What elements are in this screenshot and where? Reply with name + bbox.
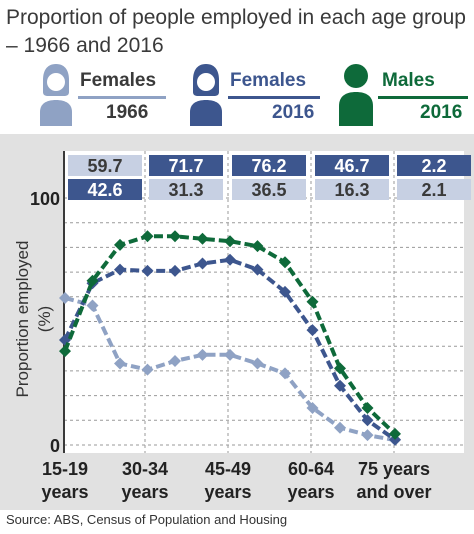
data-point xyxy=(59,292,71,305)
data-point xyxy=(251,357,264,370)
legend-item-females-1966: Females 1966 xyxy=(36,62,168,126)
x-tick-label: 45-49 xyxy=(205,459,251,479)
male-person-icon xyxy=(339,64,373,126)
legend-label-2: 2016 xyxy=(272,102,315,123)
x-tick-label: years xyxy=(204,482,251,502)
data-point xyxy=(224,348,236,361)
data-point xyxy=(114,357,126,370)
legend-line xyxy=(378,96,468,99)
data-point xyxy=(86,299,99,312)
plot-area xyxy=(64,151,464,453)
data-point xyxy=(224,253,236,266)
data-point xyxy=(114,238,126,251)
data-point xyxy=(196,348,209,361)
value-boxes: 59.7 42.6 71.7 31.3 76.2 36.5 46.7 16.3 2.2 2.1 xyxy=(68,155,471,200)
value-box-top xyxy=(315,155,389,176)
legend-item-females-2016: Females 2016 xyxy=(186,62,322,126)
value-box-top xyxy=(68,155,142,176)
value-box-top-label: 76.2 xyxy=(251,156,286,176)
data-point xyxy=(169,230,181,243)
value-box-bottom-label: 2.1 xyxy=(421,180,446,200)
value-box-top-label: 59.7 xyxy=(87,156,122,176)
value-box-bottom-label: 31.3 xyxy=(168,180,203,200)
data-point xyxy=(169,355,181,368)
value-box-bottom-label: 16.3 xyxy=(334,180,369,200)
data-point xyxy=(389,427,401,440)
value-box-bottom xyxy=(149,179,223,200)
x-tick-label: years xyxy=(121,482,168,502)
legend: Females 1966 Females 2016 Males 2016 xyxy=(0,62,474,130)
chart-title: Proportion of people employed in each ag… xyxy=(6,6,466,57)
data-point xyxy=(334,421,346,434)
y-axis-label: Proportion employed (%) xyxy=(13,241,54,398)
x-tick-label: years xyxy=(41,482,88,502)
value-box-top-label: 46.7 xyxy=(334,156,369,176)
data-point xyxy=(306,401,319,414)
data-point xyxy=(196,232,209,245)
value-box-bottom xyxy=(232,179,306,200)
x-tick-label: 60-64 xyxy=(288,459,334,479)
x-tick-label: 75 years xyxy=(358,459,430,479)
data-point xyxy=(361,401,374,414)
data-point xyxy=(141,264,154,277)
line-chart: 59.7 42.6 71.7 31.3 76.2 36.5 46.7 16.3 2.2 2.1 1… xyxy=(13,151,471,502)
x-tick-label: and over xyxy=(356,482,431,502)
x-tick-labels: 15-19 years 30-34 years 45-49 years 60-64 years… xyxy=(41,459,431,502)
data-point xyxy=(279,256,291,269)
value-box-top-label: 71.7 xyxy=(168,156,203,176)
data-point xyxy=(279,367,291,380)
legend-item-males-2016: Males 2016 xyxy=(336,62,470,126)
value-box-bottom xyxy=(315,179,389,200)
legend-label-2: 1966 xyxy=(106,102,149,123)
legend-label-1: Males xyxy=(382,70,435,91)
value-box-top xyxy=(149,155,223,176)
legend-label-1: Females xyxy=(80,70,157,91)
value-box-bottom xyxy=(68,179,142,200)
data-point xyxy=(306,295,319,308)
series xyxy=(59,230,401,447)
female-person-icon xyxy=(40,64,72,126)
data-point xyxy=(114,263,126,276)
data-point xyxy=(279,285,291,298)
x-tick-label: years xyxy=(287,482,334,502)
value-box-bottom-label: 36.5 xyxy=(251,180,286,200)
legend-label-1: Females xyxy=(230,70,307,91)
legend-label-2: 2016 xyxy=(420,102,463,123)
value-box-top xyxy=(232,155,306,176)
y-tick-label: 100 xyxy=(30,189,60,209)
data-point xyxy=(361,414,374,427)
x-tick-label: 15-19 xyxy=(42,459,88,479)
data-point xyxy=(141,230,154,243)
value-box-bottom-label: 42.6 xyxy=(87,180,122,200)
chart-panel: 59.7 42.6 71.7 31.3 76.2 36.5 46.7 16.3 2.2 2.1 1… xyxy=(0,134,474,510)
value-box-top xyxy=(397,155,471,176)
data-point xyxy=(251,240,264,253)
x-tick-label: 30-34 xyxy=(122,459,168,479)
legend-line xyxy=(78,96,166,99)
y-axis-label-line: (%) xyxy=(35,306,54,332)
y-tick-labels: 100 0 xyxy=(30,189,60,456)
data-point xyxy=(141,363,154,376)
female-person-icon xyxy=(190,64,222,126)
source-note: Source: ABS, Census of Population and Ho… xyxy=(6,512,288,527)
data-point xyxy=(196,257,209,270)
data-point xyxy=(169,264,181,277)
y-axis-label-line: Proportion employed xyxy=(13,241,32,398)
data-point xyxy=(59,345,71,358)
y-tick-label: 0 xyxy=(50,436,60,456)
data-point xyxy=(306,324,319,337)
data-point xyxy=(334,379,346,392)
value-box-bottom xyxy=(397,179,471,200)
legend-line xyxy=(228,96,320,99)
data-point xyxy=(251,263,264,276)
value-box-top-label: 2.2 xyxy=(421,156,446,176)
data-point xyxy=(224,235,236,248)
data-point xyxy=(86,274,99,287)
data-point xyxy=(334,362,346,375)
data-point xyxy=(361,429,374,442)
